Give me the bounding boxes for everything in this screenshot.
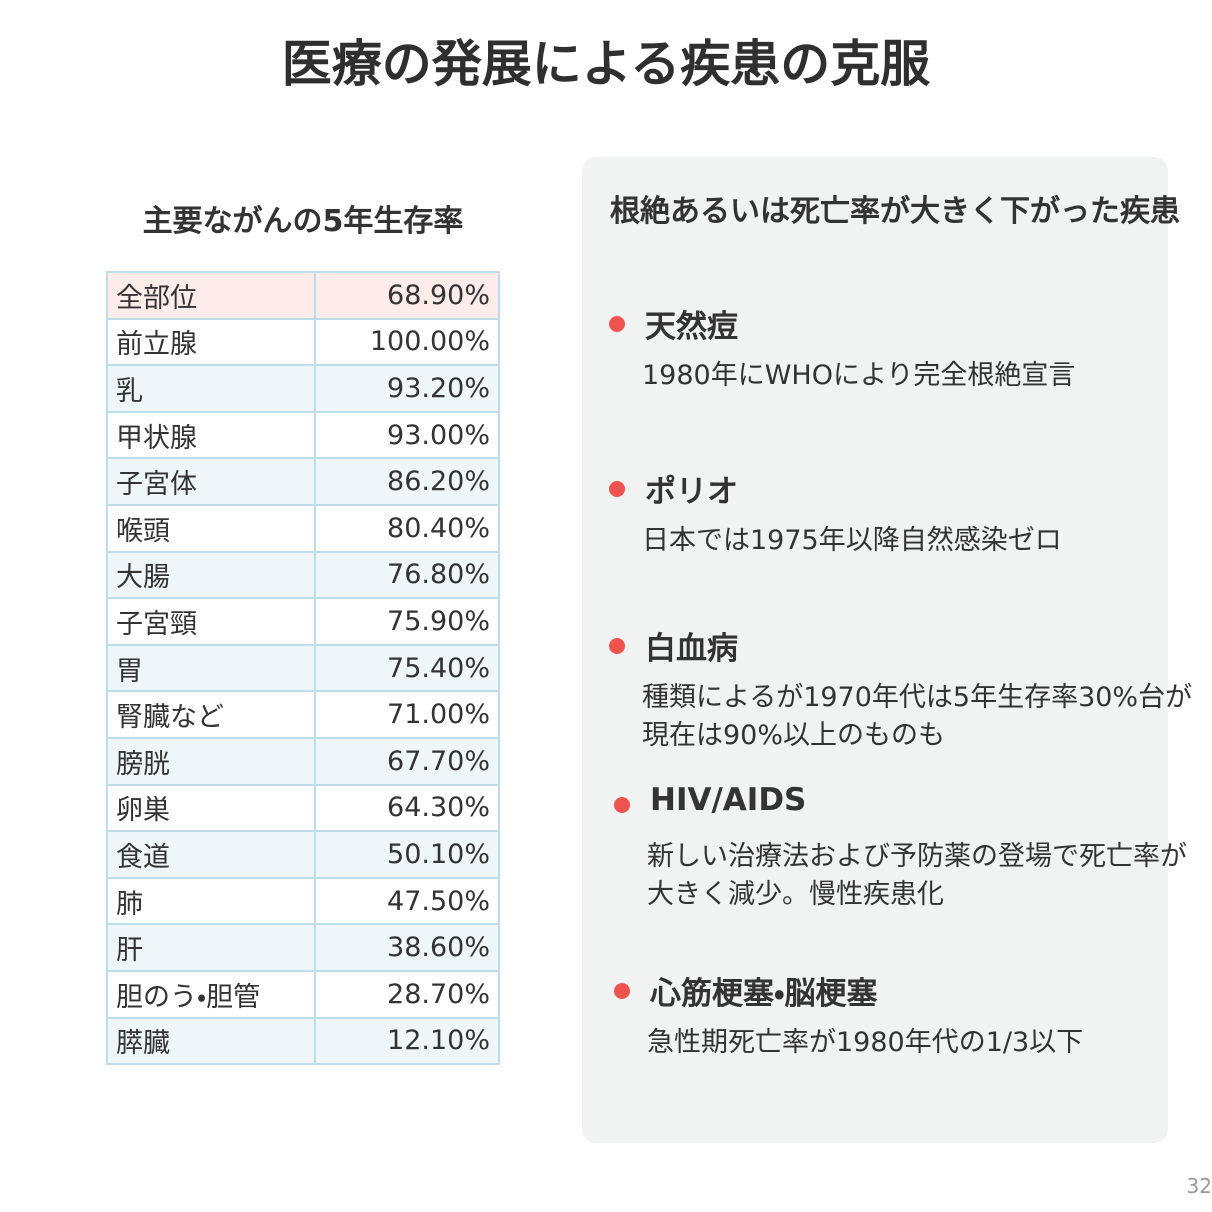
- rate-cell: 68.90%: [314, 271, 500, 320]
- rate-cell: 86.20%: [314, 457, 500, 506]
- site-cell: 前立腺: [106, 317, 316, 367]
- item-description: 急性期死亡率が1980年代の1/3以下: [647, 1027, 1084, 1058]
- table-row: 肝 38.60%: [106, 923, 500, 972]
- bullet: [614, 983, 630, 999]
- site-cell: 子宮頸: [106, 597, 316, 646]
- site-cell: 乳: [106, 364, 316, 413]
- site-cell: 大腸: [106, 550, 316, 600]
- table-row: 乳 93.20%: [106, 364, 500, 413]
- rate-cell: 38.60%: [314, 923, 500, 972]
- site-cell: 胆のう・胆管: [106, 969, 316, 1019]
- site-cell: 膵臓: [106, 1016, 316, 1066]
- site-cell: 食道: [106, 830, 316, 879]
- disease-panel: [582, 157, 1168, 1143]
- item-name: 心筋梗塞・脳梗塞: [650, 976, 878, 1012]
- table-row: 子宮体 86.20%: [106, 457, 500, 506]
- table-row: 前立腺 100.00%: [106, 317, 500, 367]
- site-cell: 肝: [106, 923, 316, 972]
- rate-cell: 75.90%: [314, 597, 500, 646]
- rate-cell: 12.10%: [314, 1016, 500, 1066]
- rate-cell: 100.00%: [314, 317, 500, 367]
- table-row: 膀胱 67.70%: [106, 736, 500, 786]
- rate-cell: 75.40%: [314, 643, 500, 693]
- table-row: 膵臓 12.10%: [106, 1016, 500, 1066]
- site-cell: 甲状腺: [106, 410, 316, 460]
- table-row: 卵巣 64.30%: [106, 783, 500, 833]
- item-name: 天然痘: [645, 309, 738, 345]
- item-description: 現在は90%以上のものも: [642, 720, 946, 751]
- table-row: 胆のう・胆管 28.70%: [106, 969, 500, 1019]
- table-title: 主要ながんの5年生存率: [142, 204, 464, 239]
- item-name: 白血病: [645, 631, 738, 667]
- item-description: 新しい治療法および予防薬の登場で死亡率が: [647, 841, 1187, 872]
- rate-cell: 76.80%: [314, 550, 500, 600]
- bullet: [614, 797, 630, 813]
- table-row: 食道 50.10%: [106, 830, 500, 879]
- site-cell: 喉頭: [106, 503, 316, 553]
- site-cell: 肺: [106, 876, 316, 926]
- table-row: 全部位 68.90%: [106, 271, 500, 320]
- bullet: [609, 638, 625, 654]
- table-row: 甲状腺 93.00%: [106, 410, 500, 460]
- site-cell: 卵巣: [106, 783, 316, 833]
- site-cell: 腎臓など: [106, 690, 316, 739]
- rate-cell: 71.00%: [314, 690, 500, 739]
- item-description: 1980年にWHOにより完全根絶宣言: [642, 360, 1076, 391]
- rate-cell: 93.00%: [314, 410, 500, 460]
- site-cell: 膀胱: [106, 736, 316, 786]
- item-description: 日本では1975年以降自然感染ゼロ: [642, 525, 1062, 556]
- bullet: [609, 481, 625, 497]
- rate-cell: 67.70%: [314, 736, 500, 786]
- item-name: HIV/AIDS: [650, 782, 807, 818]
- rate-cell: 64.30%: [314, 783, 500, 833]
- table-row: 喉頭 80.40%: [106, 503, 500, 553]
- slide-title: 医療の発展による疾患の克服: [281, 35, 931, 93]
- table-row: 胃 75.40%: [106, 643, 500, 693]
- rate-cell: 80.40%: [314, 503, 500, 553]
- table-row: 腎臓など 71.00%: [106, 690, 500, 739]
- site-cell: 胃: [106, 643, 316, 693]
- survival-table: 全部位 68.90% 前立腺 100.00% 乳 93.20% 甲状腺 93.00% 子宮体 86…: [106, 271, 500, 1066]
- rate-cell: 47.50%: [314, 876, 500, 926]
- site-cell: 全部位: [106, 271, 316, 320]
- item-name: ポリオ: [645, 474, 738, 510]
- rate-cell: 93.20%: [314, 364, 500, 413]
- rate-cell: 50.10%: [314, 830, 500, 879]
- site-cell: 子宮体: [106, 457, 316, 506]
- item-description: 種類によるが1970年代は5年生存率30%台が: [642, 682, 1193, 713]
- panel-title: 根絶あるいは死亡率が大きく下がった疾患: [610, 194, 1180, 229]
- item-description: 大きく減少。慢性疾患化: [647, 879, 944, 910]
- page-number: 32: [1186, 1174, 1212, 1198]
- table-row: 大腸 76.80%: [106, 550, 500, 600]
- table-row: 子宮頸 75.90%: [106, 597, 500, 646]
- bullet: [609, 316, 625, 332]
- rate-cell: 28.70%: [314, 969, 500, 1019]
- table-row: 肺 47.50%: [106, 876, 500, 926]
